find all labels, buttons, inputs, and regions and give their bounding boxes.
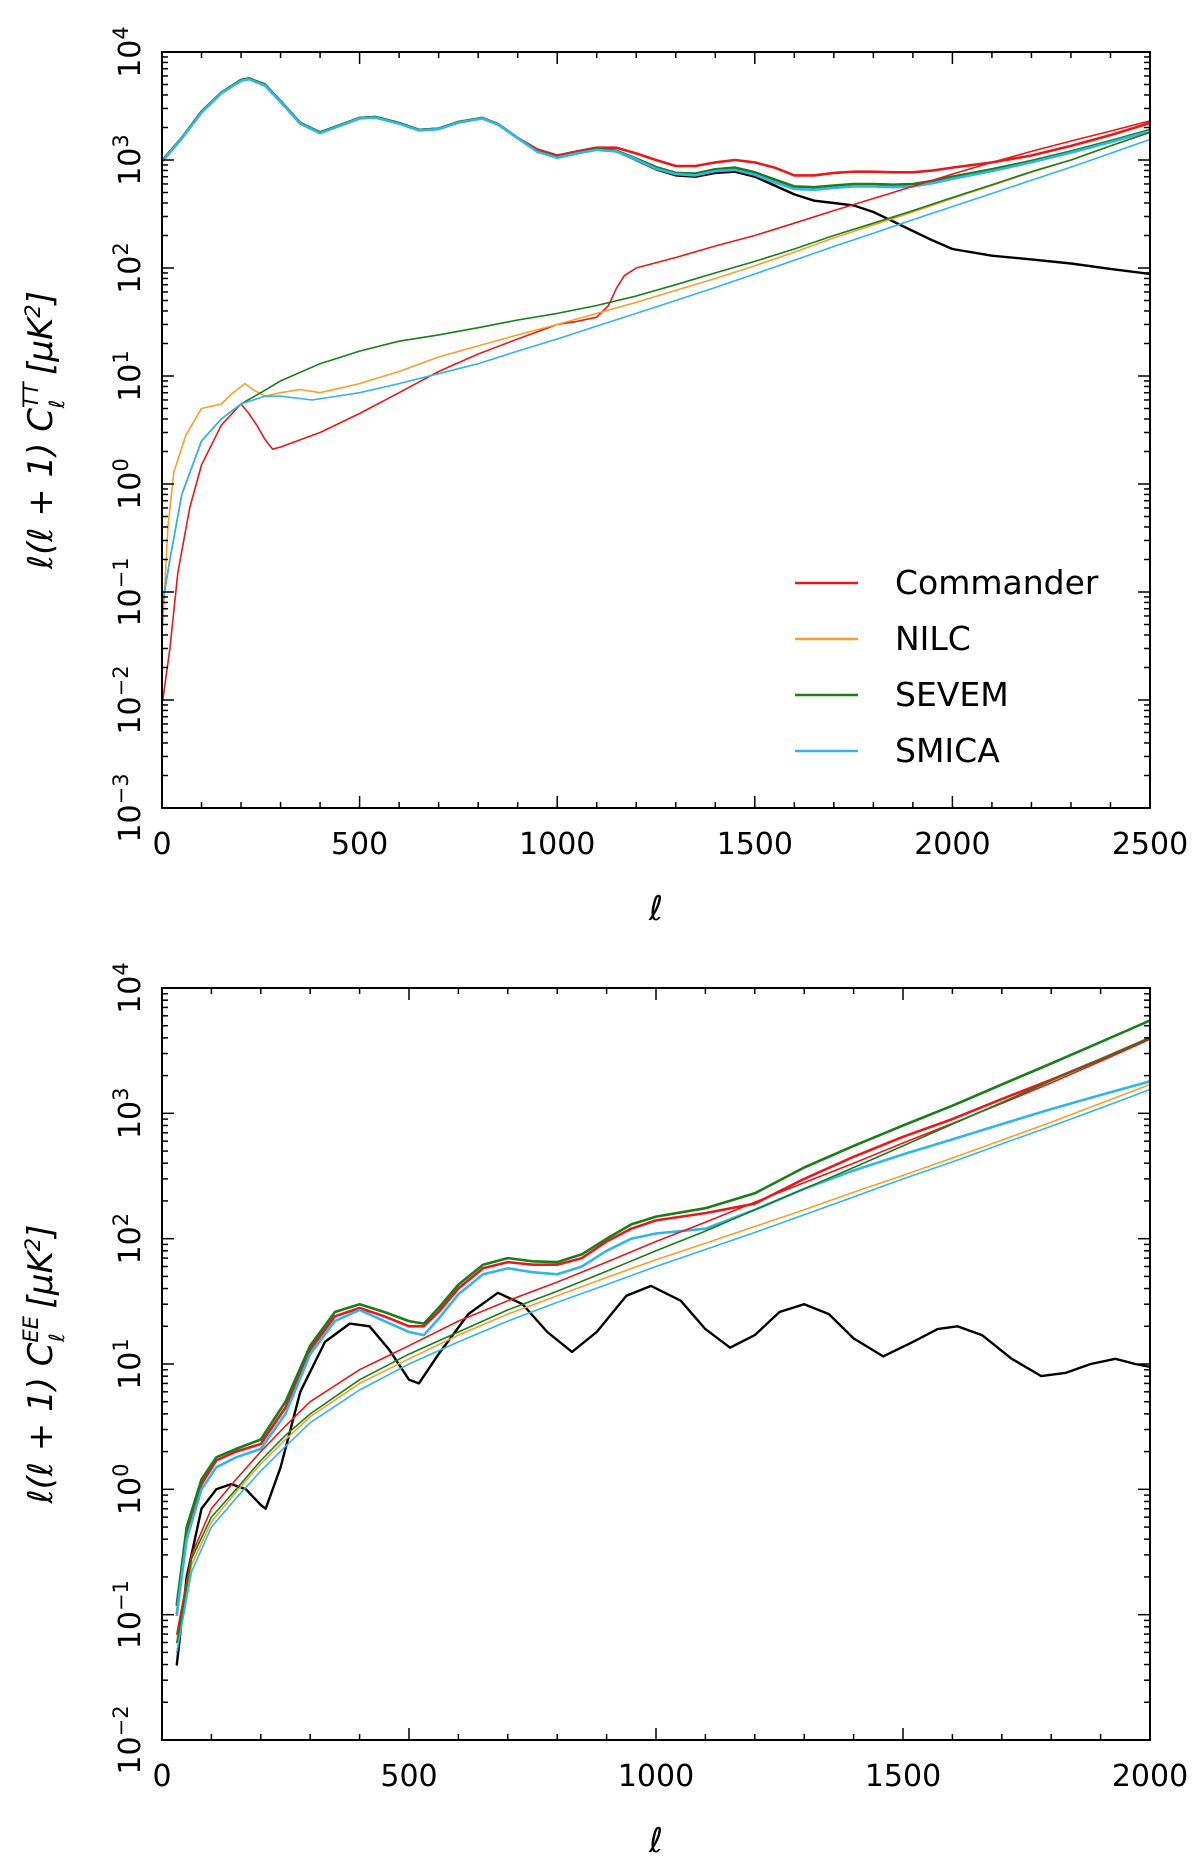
series-line-1 <box>162 77 1150 276</box>
y-axis-label-unit-close: ] <box>21 1225 61 1240</box>
x-tick-label: 2000 <box>1112 1759 1188 1794</box>
y-axis-label-subscript: ℓ <box>45 1333 69 1343</box>
x-tick-label: 500 <box>331 827 388 862</box>
y-tick-label: 104 <box>109 962 148 1014</box>
y-tick-base: 10 <box>113 148 148 186</box>
y-tick-base: 10 <box>113 364 148 402</box>
series-line-5 <box>162 120 1150 701</box>
series-group <box>175 1019 1150 1666</box>
y-tick-label: 10−1 <box>109 557 148 626</box>
x-tick-label: 1500 <box>865 1759 941 1794</box>
y-tick-base: 10 <box>113 804 148 842</box>
series-line-3 <box>175 1019 1150 1606</box>
x-tick-label: 1000 <box>618 1759 694 1794</box>
y-tick-label: 100 <box>109 458 148 510</box>
y-axis-label-unit-close: ] <box>21 291 61 306</box>
y-tick-base: 10 <box>113 1101 148 1139</box>
y-tick-exponent: 2 <box>109 1213 133 1226</box>
x-tick-label: 0 <box>152 827 171 862</box>
y-axis-label-subscript: ℓ <box>45 400 69 410</box>
y-axis-label-unit: [μK <box>21 315 61 386</box>
y-tick-base: 10 <box>113 40 148 78</box>
y-tick-base: 10 <box>113 1352 148 1390</box>
y-tick-exponent: −1 <box>109 557 133 588</box>
y-tick-exponent: 0 <box>109 458 133 471</box>
y-tick-exponent: 0 <box>109 1464 133 1477</box>
y-tick-base: 10 <box>113 472 148 510</box>
series-line-7 <box>176 1037 1150 1644</box>
series-line-8 <box>176 1088 1150 1654</box>
y-tick-base: 10 <box>113 1736 148 1774</box>
y-axis-label-main: ℓ(ℓ + 1) C <box>21 408 61 570</box>
y-tick-label: 100 <box>109 1464 148 1516</box>
y-axis-label-main: ℓ(ℓ + 1) C <box>21 1342 61 1504</box>
y-tick-exponent: 3 <box>109 134 133 147</box>
x-tick-label: 1000 <box>519 827 595 862</box>
y-axis-label-unit: [μK <box>21 1249 61 1320</box>
y-tick-base: 10 <box>113 1611 148 1649</box>
chart-panel-1: 0 500 1000 1500 2000 250010−310−210−110010110… <box>19 26 1188 929</box>
series-line-6 <box>176 1083 1150 1644</box>
legend-label: NILC <box>895 619 971 658</box>
y-tick-exponent: 4 <box>109 962 133 975</box>
y-tick-label: 103 <box>109 134 148 186</box>
y-axis-label: ℓ(ℓ + 1) CTTℓ [μK2] <box>19 291 69 570</box>
y-tick-exponent: −1 <box>109 1580 133 1611</box>
x-tick-label: 2500 <box>1112 827 1188 862</box>
chart-panel-2: 0 500 1000 1500 200010−210−1100101102103104ℓ… <box>19 962 1188 1861</box>
y-axis-label-superscript: EE <box>19 1315 43 1342</box>
y-tick-exponent: −3 <box>109 773 133 804</box>
series-line-1 <box>175 1284 1150 1666</box>
x-tick-label: 500 <box>380 1759 437 1794</box>
series-line-3 <box>162 77 1150 189</box>
y-tick-label: 10−2 <box>109 1705 148 1774</box>
y-tick-exponent: 3 <box>109 1088 133 1101</box>
y-tick-exponent: 4 <box>109 26 133 39</box>
x-axis-label: ℓ <box>648 889 663 929</box>
y-tick-exponent: 2 <box>109 242 133 255</box>
y-tick-label: 101 <box>109 350 148 402</box>
series-line-4 <box>175 1080 1150 1616</box>
y-axis-label-unit-exponent: 2 <box>21 304 45 317</box>
legend-label: SEVEM <box>895 675 1009 714</box>
y-tick-label: 10−1 <box>109 1580 148 1649</box>
series-line-7 <box>162 131 1150 604</box>
series-line-2 <box>175 1036 1150 1616</box>
y-tick-base: 10 <box>113 1477 148 1515</box>
y-tick-exponent: 1 <box>109 350 133 363</box>
y-tick-label: 102 <box>109 1213 148 1265</box>
x-tick-label: 1500 <box>717 827 793 862</box>
y-tick-exponent: −2 <box>109 665 133 696</box>
y-tick-label: 101 <box>109 1338 148 1390</box>
x-axis-label: ℓ <box>648 1821 663 1861</box>
y-axis-label-unit-exponent: 2 <box>21 1238 45 1251</box>
legend-label: Commander <box>895 563 1099 602</box>
legend-label: SMICA <box>895 731 1000 770</box>
legend: Commander NILC SEVEM SMICA <box>795 563 1099 770</box>
y-tick-base: 10 <box>113 696 148 734</box>
series-line-8 <box>162 138 1150 604</box>
y-tick-label: 102 <box>109 242 148 294</box>
y-tick-label: 10−2 <box>109 665 148 734</box>
y-tick-base: 10 <box>113 588 148 626</box>
plot-frame <box>161 987 1151 1741</box>
y-axis-label-superscript: TT <box>19 380 43 408</box>
y-tick-base: 10 <box>113 1226 148 1264</box>
series-line-4 <box>162 77 1150 192</box>
x-tick-label: 0 <box>152 1759 171 1794</box>
y-tick-label: 104 <box>109 26 148 78</box>
y-tick-label: 103 <box>109 1088 148 1140</box>
y-tick-label: 10−3 <box>109 773 148 842</box>
y-tick-base: 10 <box>113 256 148 294</box>
x-tick-label: 2000 <box>914 827 990 862</box>
y-tick-exponent: −2 <box>109 1705 133 1736</box>
y-axis-label: ℓ(ℓ + 1) CEEℓ [μK2] <box>19 1225 69 1505</box>
plot-frame <box>161 51 1151 809</box>
series-line-6 <box>162 131 1150 626</box>
y-tick-base: 10 <box>113 976 148 1014</box>
series-group <box>162 77 1150 701</box>
y-tick-exponent: 1 <box>109 1338 133 1351</box>
